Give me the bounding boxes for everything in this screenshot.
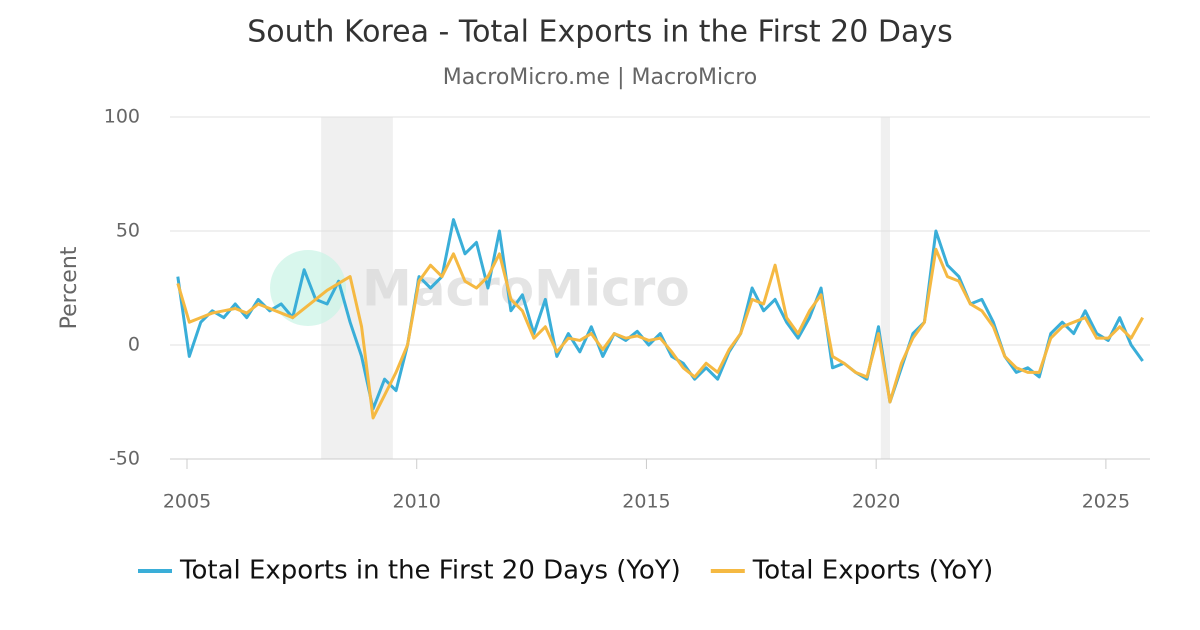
series-line bbox=[176, 247, 1144, 420]
series-line bbox=[176, 218, 1144, 411]
x-tick-label: 2005 bbox=[163, 491, 211, 513]
y-axis-label: Percent bbox=[57, 246, 82, 329]
chart-title: South Korea - Total Exports in the First… bbox=[247, 15, 953, 50]
legend-label: Total Exports in the First 20 Days (YoY) bbox=[179, 556, 681, 586]
y-tick-label: 0 bbox=[128, 334, 140, 356]
chart-subtitle: MacroMicro.me | MacroMicro bbox=[443, 65, 758, 90]
watermark-logo bbox=[270, 250, 346, 326]
x-tick-label: 2015 bbox=[622, 491, 670, 513]
y-tick-label: -50 bbox=[109, 448, 140, 470]
shaded-period bbox=[880, 117, 890, 459]
legend-label: Total Exports (YoY) bbox=[752, 556, 993, 586]
y-tick-label: 50 bbox=[116, 220, 140, 242]
x-tick-label: 2020 bbox=[852, 491, 900, 513]
x-tick-label: 2010 bbox=[393, 491, 441, 513]
x-tick-label: 2025 bbox=[1082, 491, 1130, 513]
y-tick-label: 100 bbox=[104, 106, 140, 128]
